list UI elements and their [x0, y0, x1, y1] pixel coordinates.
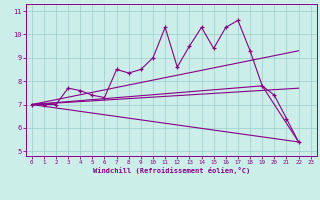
X-axis label: Windchill (Refroidissement éolien,°C): Windchill (Refroidissement éolien,°C) [92, 167, 250, 174]
